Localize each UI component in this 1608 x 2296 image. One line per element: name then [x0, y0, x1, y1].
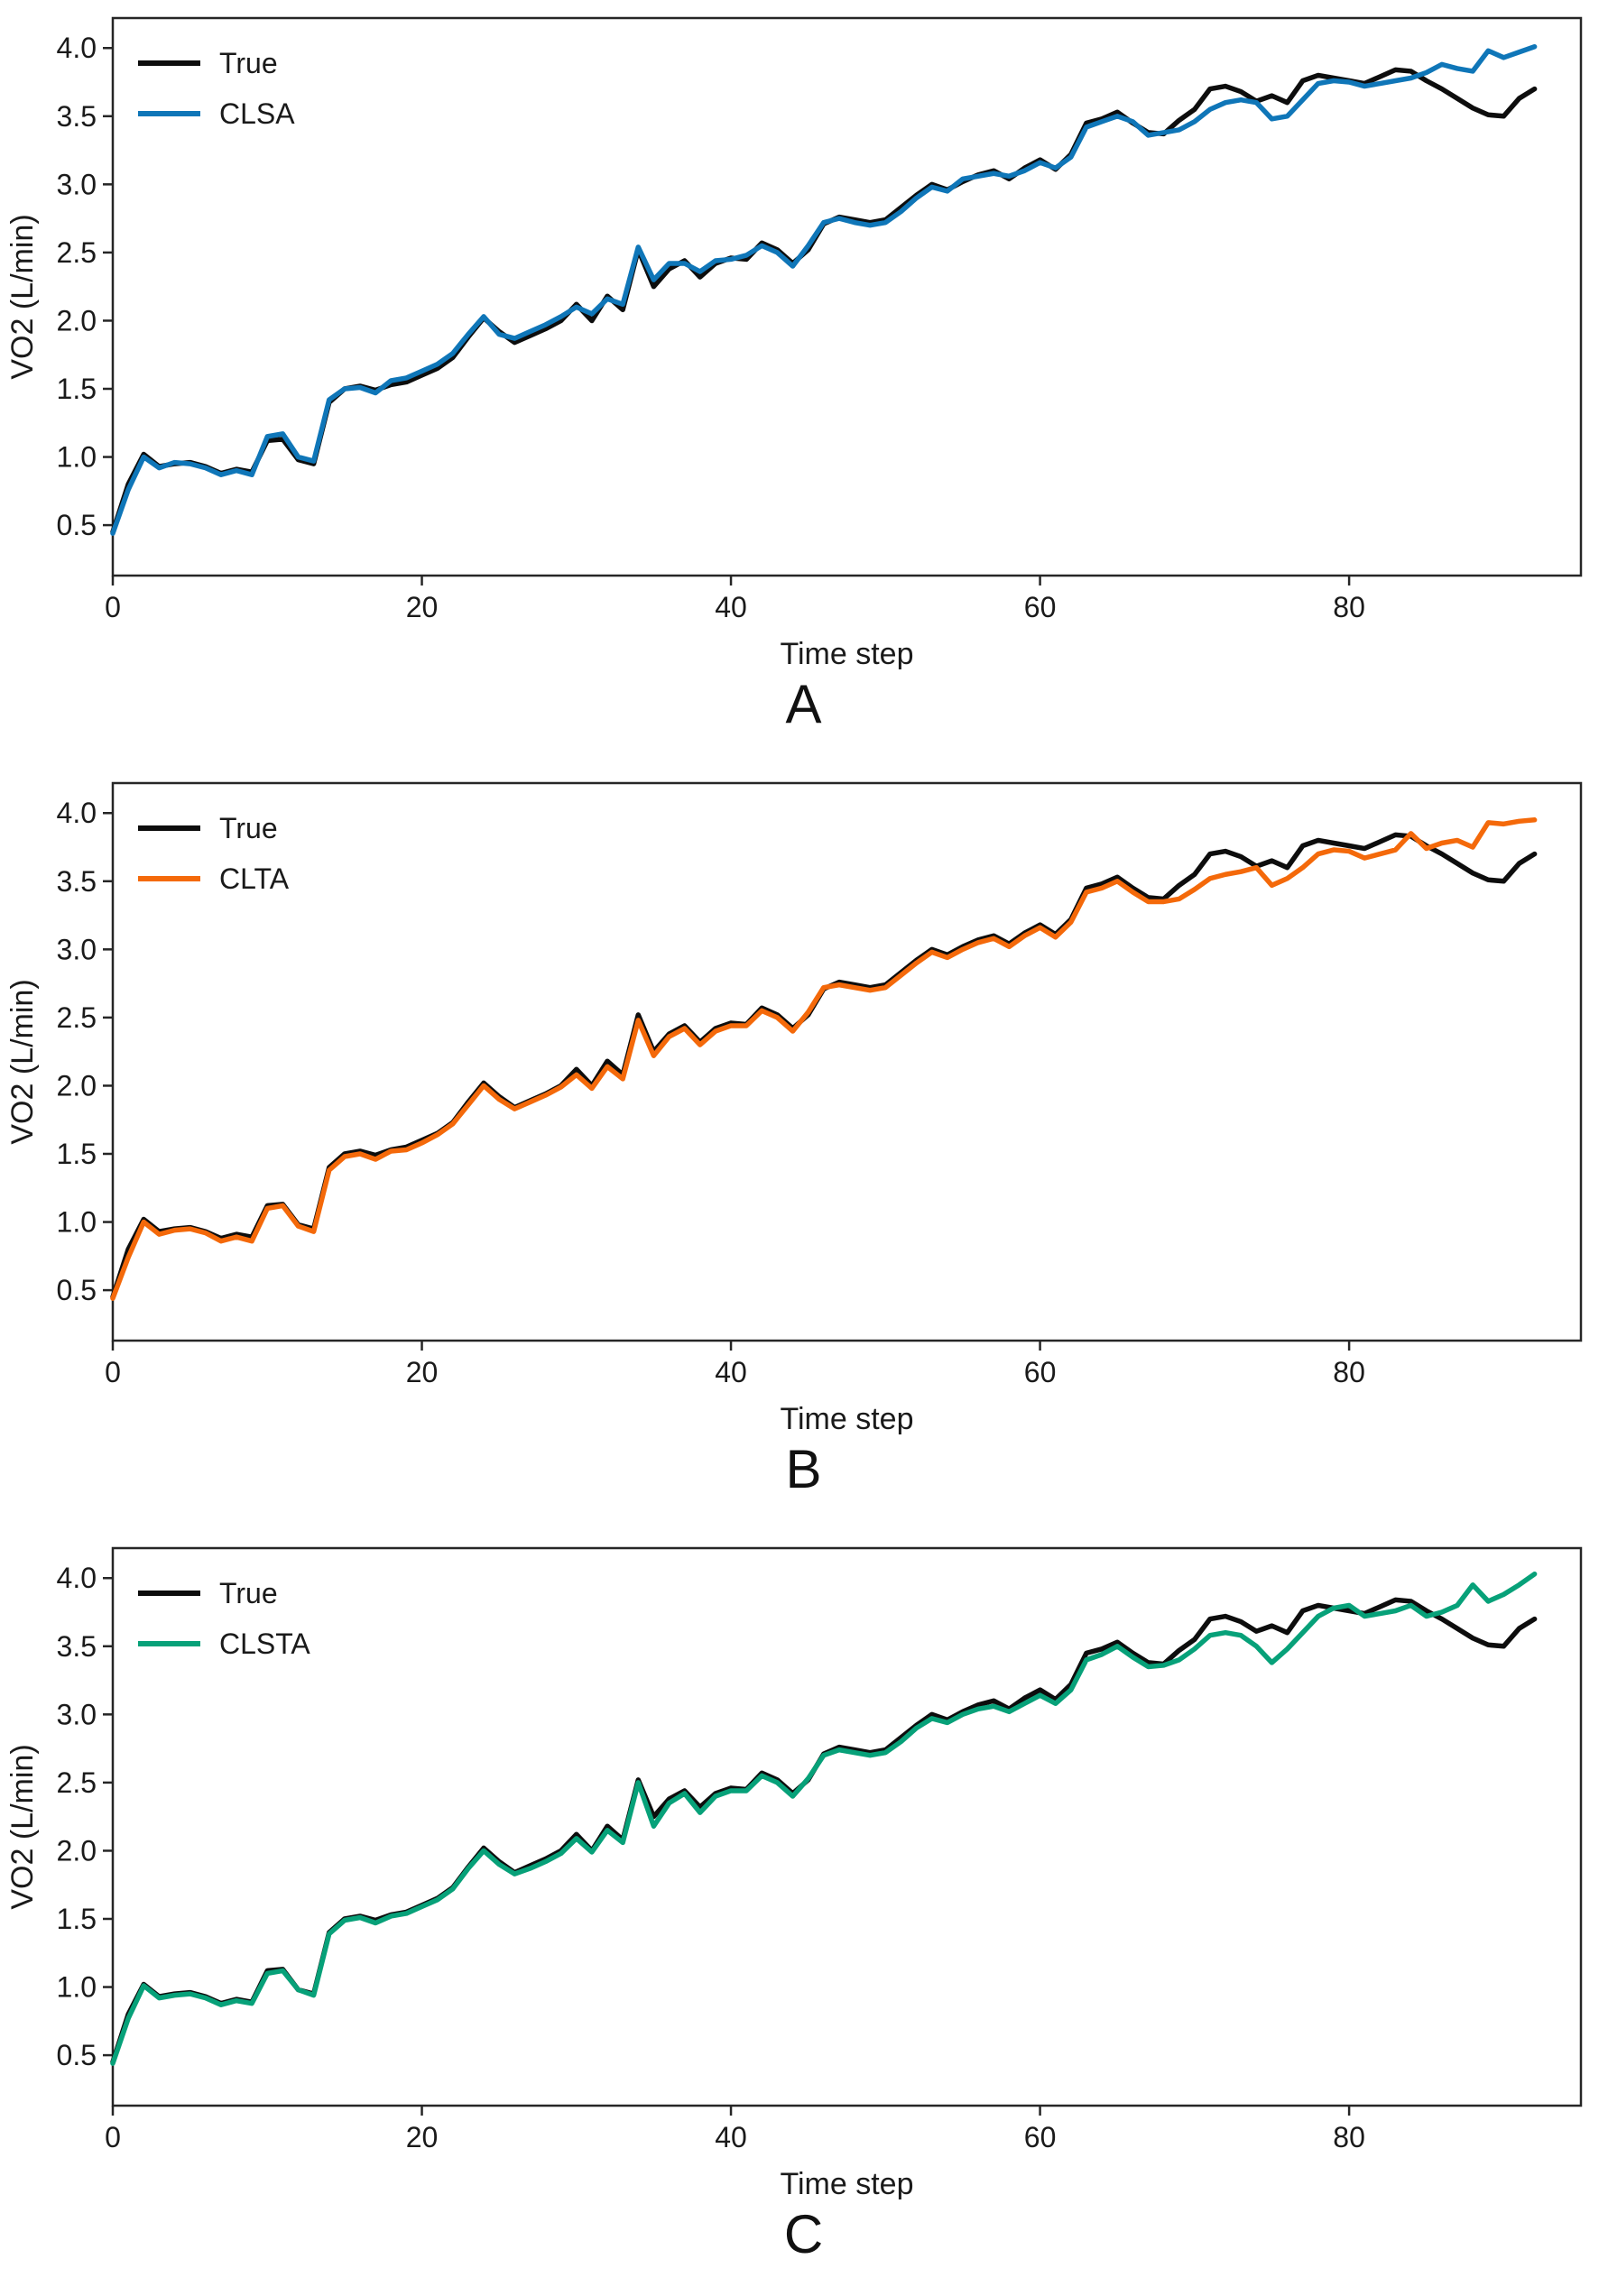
chart-c: 0 20 40 60 80 0.5 1.0 1.5 2.0 2.5 3.0 3.5 4.0 Time st…: [5, 1546, 1583, 2199]
panel-c: 0 20 40 60 80 0.5 1.0 1.5 2.0 2.5 3.0 3.5 4.0 Time st…: [0, 1530, 1608, 2295]
y-tick-label: 3.5: [57, 865, 97, 898]
x-tick-label: 60: [1024, 2121, 1057, 2153]
panel-b-letter: B: [785, 1439, 823, 1499]
panel-c-caption: C: [0, 2199, 1608, 2295]
legend-label-true: True: [219, 1577, 278, 1609]
legend-label-true: True: [219, 812, 278, 844]
y-tick-label: 2.5: [57, 1001, 97, 1034]
panel-a-caption: A: [0, 669, 1608, 765]
x-tick-label: 60: [1024, 591, 1057, 623]
y-axis-label: VO2 (L/min): [5, 979, 40, 1144]
x-tick-label: 20: [406, 2121, 439, 2153]
plot-border: [111, 781, 1583, 1342]
panel-a-letter: A: [785, 674, 823, 734]
x-tick-label: 40: [715, 591, 747, 623]
x-tick-label: 40: [715, 2121, 747, 2153]
y-tick-label: 0.5: [57, 1274, 97, 1306]
legend-label-clta: CLTA: [219, 862, 290, 895]
series-line-true: [110, 832, 1538, 1300]
series-line-prediction: [110, 1571, 1538, 2066]
x-tick-label: 20: [406, 591, 439, 623]
y-tick-label: 1.5: [57, 1138, 97, 1170]
legend-label-clsta: CLSTA: [219, 1627, 310, 1660]
chart-a: 0 20 40 60 80 0.5 1.0 1.5 2.0 2.5 3.0 3.5 4.0 Time st…: [5, 16, 1583, 669]
x-tick-label: 0: [105, 1356, 121, 1388]
panel-c-letter: C: [783, 2204, 825, 2264]
y-tick-label: 1.5: [57, 373, 97, 405]
x-axis-label: Time step: [780, 637, 913, 669]
y-axis-label: VO2 (L/min): [5, 1744, 40, 1909]
y-tick-label: 3.5: [57, 100, 97, 133]
plot-border: [111, 16, 1583, 577]
y-tick-label: 1.5: [57, 1903, 97, 1935]
x-tick-label: 0: [105, 591, 121, 623]
x-tick-label: 40: [715, 1356, 747, 1388]
series-line-prediction: [110, 43, 1538, 536]
y-tick-label: 4.0: [57, 797, 97, 829]
y-tick-label: 0.5: [57, 2039, 97, 2071]
series-line-true: [110, 67, 1538, 535]
y-tick-label: 2.0: [57, 304, 97, 337]
y-axis-label: VO2 (L/min): [5, 214, 40, 379]
panel-a: 0 20 40 60 80 0.5 1.0 1.5 2.0 2.5 3.0 3.5 4.0 Time st…: [0, 0, 1608, 765]
y-tick-label: 2.0: [57, 1069, 97, 1102]
y-tick-label: 3.0: [57, 1698, 97, 1730]
x-tick-label: 80: [1333, 1356, 1365, 1388]
x-tick-label: 80: [1333, 591, 1365, 623]
x-tick-label: 80: [1333, 2121, 1365, 2153]
y-tick-label: 2.5: [57, 236, 97, 269]
panel-b: 0 20 40 60 80 0.5 1.0 1.5 2.0 2.5 3.0 3.5 4.0 Time st…: [0, 765, 1608, 1530]
plot-border: [111, 1546, 1583, 2107]
series-line-true: [110, 1597, 1538, 2065]
x-axis-label: Time step: [780, 1402, 913, 1434]
y-tick-label: 2.5: [57, 1766, 97, 1799]
y-tick-label: 3.5: [57, 1630, 97, 1663]
legend-label-true: True: [219, 47, 278, 79]
x-axis-label: Time step: [780, 2167, 913, 2199]
y-tick-label: 0.5: [57, 509, 97, 541]
y-tick-label: 4.0: [57, 32, 97, 64]
x-tick-label: 20: [406, 1356, 439, 1388]
chart-b: 0 20 40 60 80 0.5 1.0 1.5 2.0 2.5 3.0 3.5 4.0 Time st…: [5, 781, 1583, 1434]
series-line-prediction: [110, 817, 1538, 1301]
y-tick-label: 3.0: [57, 168, 97, 200]
y-tick-label: 2.0: [57, 1834, 97, 1867]
panel-b-caption: B: [0, 1434, 1608, 1530]
x-tick-label: 0: [105, 2121, 121, 2153]
y-tick-label: 1.0: [57, 1206, 97, 1239]
y-tick-label: 1.0: [57, 1971, 97, 2004]
y-tick-label: 1.0: [57, 441, 97, 474]
y-tick-label: 4.0: [57, 1562, 97, 1594]
x-tick-label: 60: [1024, 1356, 1057, 1388]
legend-label-clsa: CLSA: [219, 97, 295, 130]
y-tick-label: 3.0: [57, 933, 97, 965]
